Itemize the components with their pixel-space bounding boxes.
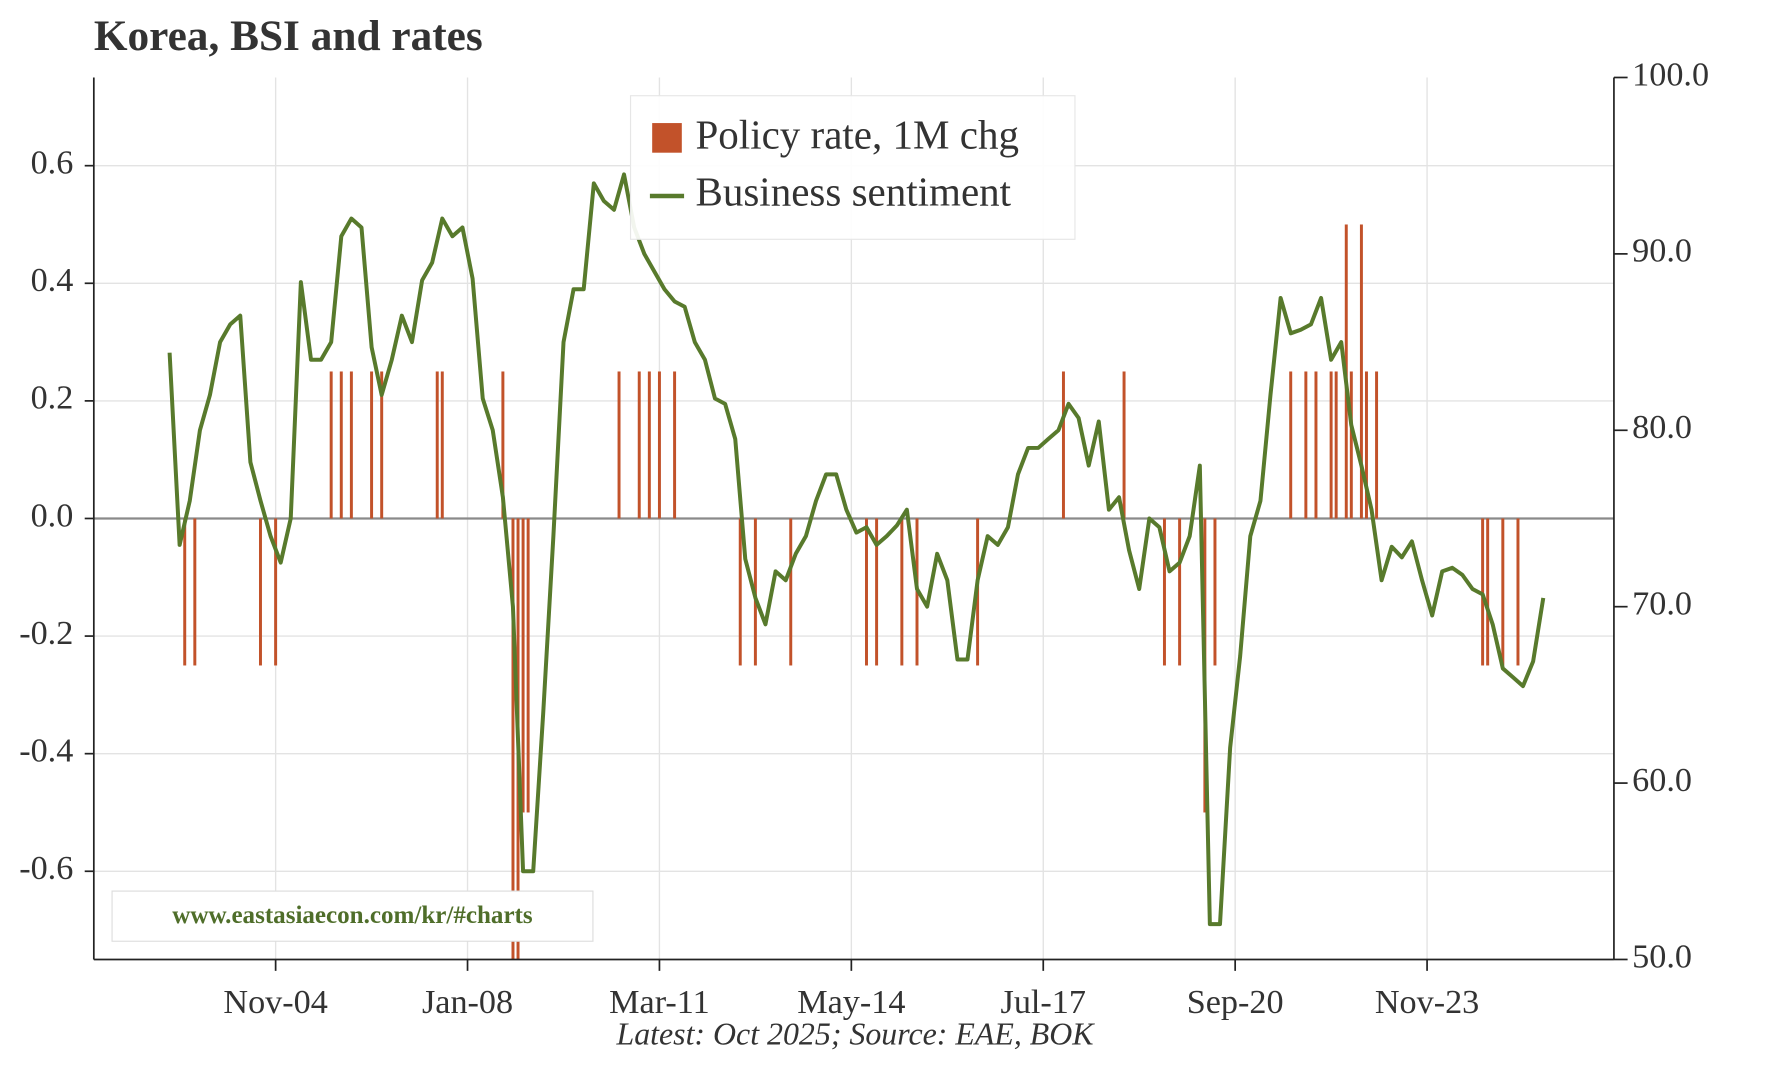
y2-tick-label: 100.0 [1632, 56, 1709, 93]
bar [865, 518, 868, 666]
x-tick-label: Sep-20 [1187, 984, 1284, 1021]
bar [274, 518, 278, 666]
legend-box [629, 95, 1076, 240]
bar [789, 518, 793, 666]
bar [1364, 371, 1368, 519]
watermark-text: www.eastasiaecon.com/kr/#charts [172, 902, 533, 929]
chart-title: Korea, BSI and rates [94, 12, 483, 60]
bar [440, 371, 444, 519]
bar [647, 371, 651, 519]
bar [738, 518, 742, 666]
bar [183, 518, 187, 666]
bar [617, 371, 621, 519]
y2-tick-label: 90.0 [1632, 233, 1692, 270]
bar [511, 518, 515, 960]
y-tick-label: -0.4 [19, 733, 73, 770]
bar [1501, 518, 1505, 666]
line [167, 172, 1546, 927]
bar [1329, 371, 1333, 519]
y-tick-label: 0.6 [31, 145, 74, 182]
y2-tick-label: 80.0 [1632, 409, 1692, 446]
bar [1178, 518, 1182, 666]
legend-label: Business sentiment [695, 168, 1011, 214]
y2-tick-label: 70.0 [1632, 586, 1692, 623]
bar [875, 518, 879, 666]
x-tick-label: Jul-17 [1001, 984, 1086, 1021]
bar [673, 371, 677, 519]
bar [521, 518, 525, 813]
source-note: Latest: Oct 2025; Source: EAE, BOK [615, 1016, 1095, 1051]
legend-swatch [652, 123, 682, 153]
bar [435, 371, 439, 519]
x-tick-label: Mar-11 [609, 984, 710, 1021]
bar [1061, 371, 1065, 519]
x-tick-label: Nov-23 [1375, 984, 1479, 1021]
plot-area [93, 172, 1614, 960]
y-tick-label: 0.0 [31, 497, 74, 534]
legend-label: Policy rate, 1M chg [695, 111, 1019, 157]
bar [1359, 224, 1363, 519]
bar [1349, 371, 1353, 519]
y-tick-label: 0.2 [31, 380, 74, 417]
watermark: www.eastasiaecon.com/kr/#charts [111, 890, 594, 942]
x-tick-label: Jan-08 [422, 984, 513, 1021]
bar [1314, 371, 1318, 519]
bar [1481, 518, 1485, 666]
bar [1289, 371, 1293, 519]
bar [1334, 371, 1338, 519]
bar [193, 518, 197, 666]
bar [657, 371, 661, 519]
bar [1375, 371, 1379, 519]
bar [1122, 371, 1126, 519]
bar [1516, 518, 1520, 666]
y2-tick-label: 60.0 [1632, 762, 1692, 799]
bar [370, 371, 374, 519]
bar [637, 371, 641, 519]
bar [1162, 518, 1166, 666]
bar [900, 518, 904, 666]
bar [1213, 518, 1217, 666]
legend: Policy rate, 1M chg Business sentiment [629, 95, 1076, 240]
bar [1304, 371, 1308, 519]
bar [349, 371, 353, 519]
bar [339, 371, 343, 519]
axes: -0.6 -0.4 -0.2 0.0 0.2 0.4 0.6 50.0 60.0 70.0 80.0… [19, 56, 1709, 1021]
bar [501, 371, 505, 519]
y-tick-label: -0.2 [19, 615, 73, 652]
x-tick-label: Nov-04 [223, 984, 327, 1021]
bar [258, 518, 262, 666]
y-tick-label: 0.4 [31, 262, 74, 299]
y2-tick-label: 50.0 [1632, 938, 1692, 975]
bar [329, 371, 333, 519]
watermark-box [111, 890, 594, 942]
bar [526, 518, 530, 813]
bar [1486, 518, 1490, 666]
bar [380, 371, 384, 519]
x-tick-label: May-14 [797, 984, 905, 1021]
y-tick-label: -0.6 [19, 850, 73, 887]
